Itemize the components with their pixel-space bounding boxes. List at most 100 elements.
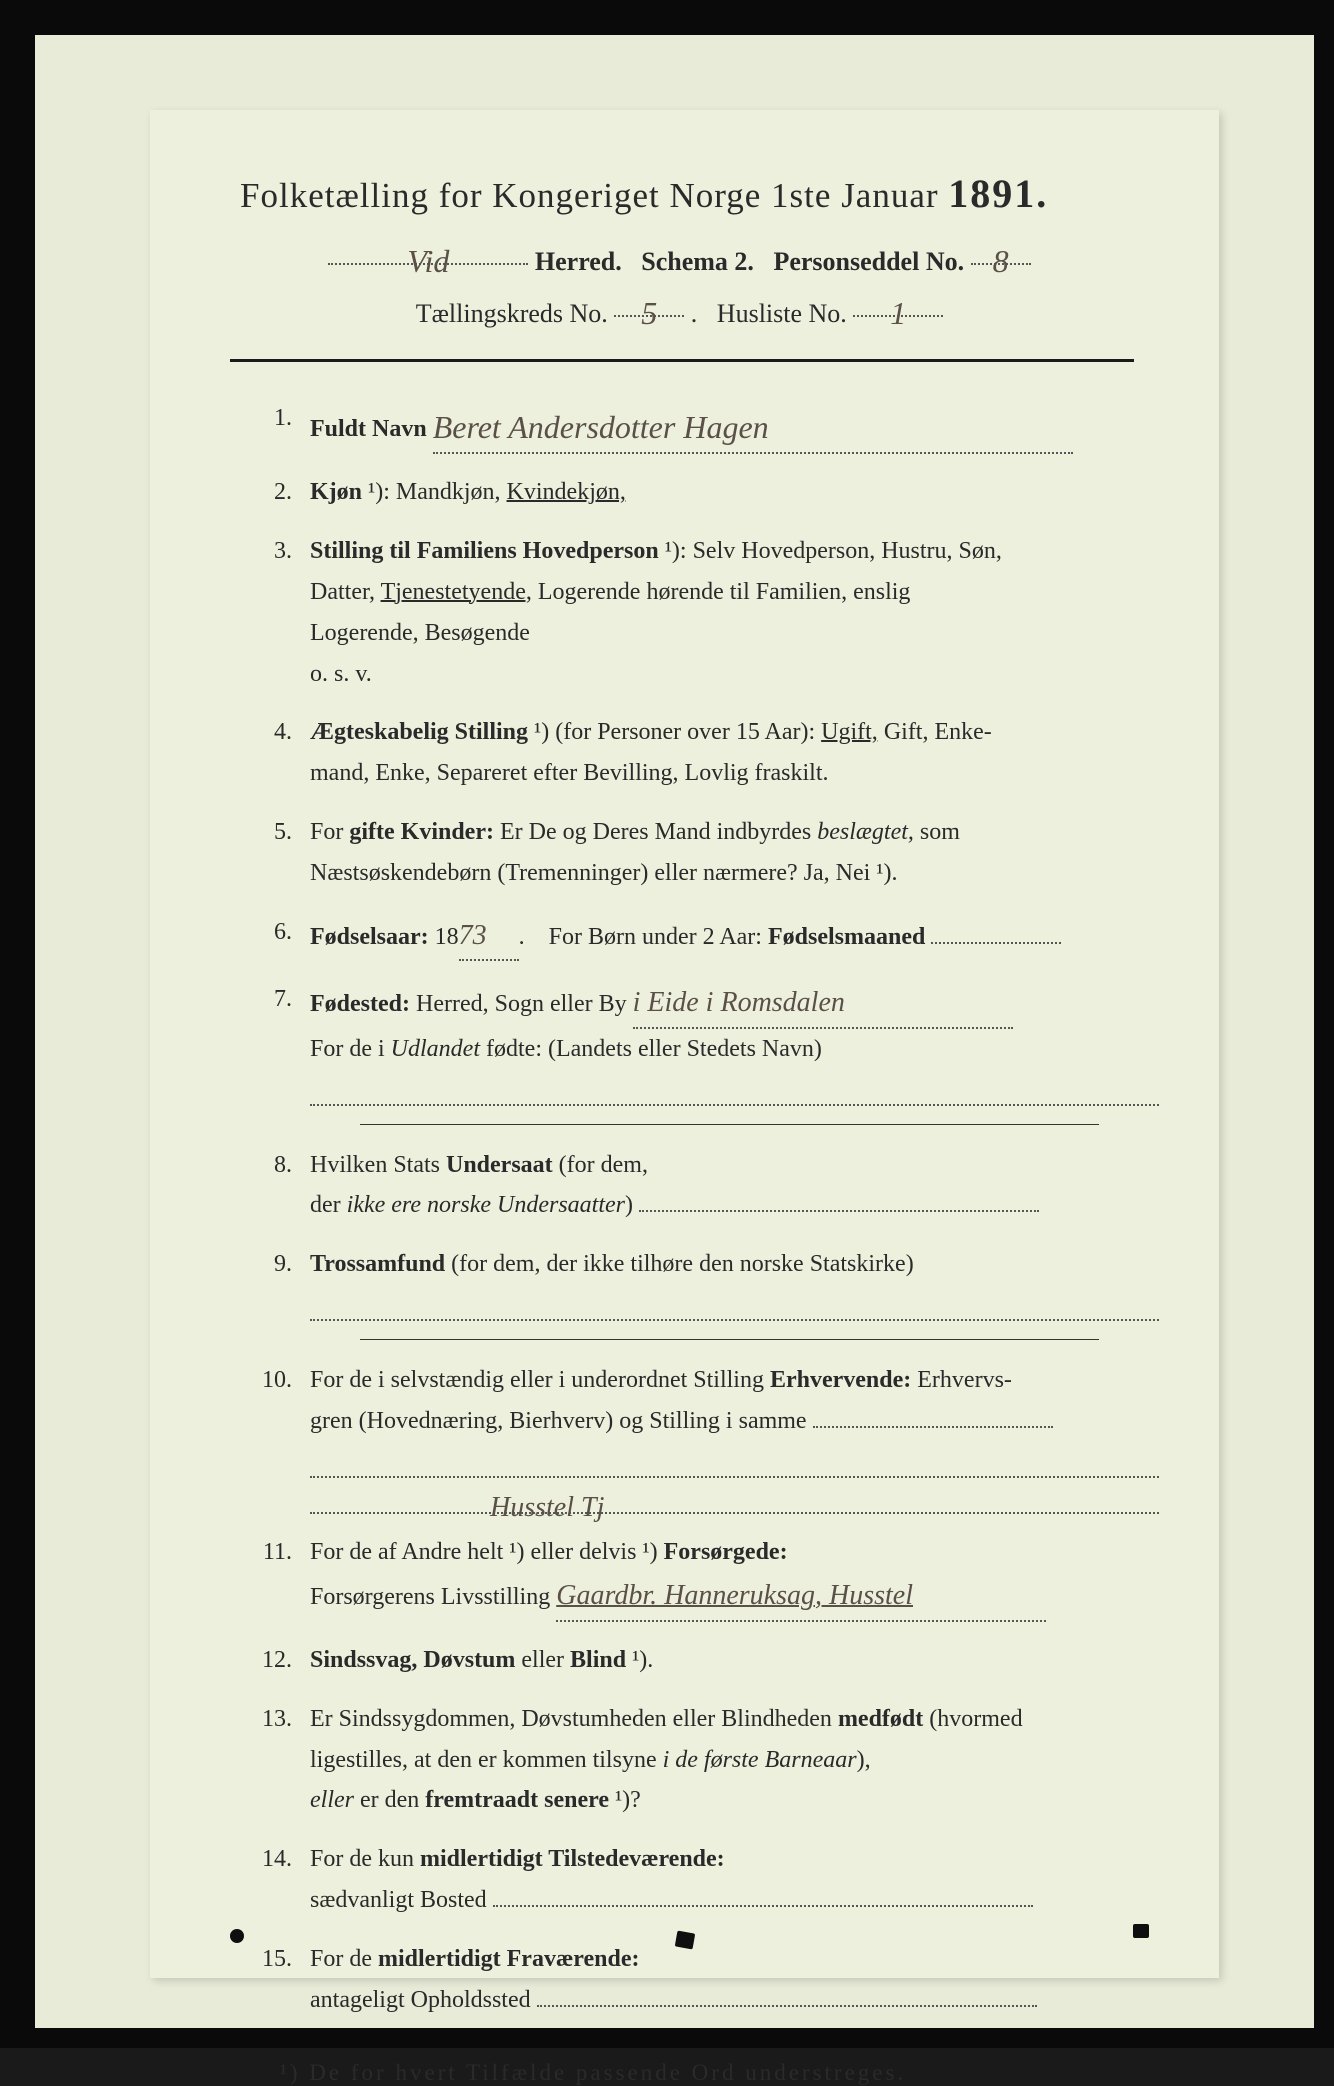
- q7-t2: For de i: [310, 1036, 391, 1062]
- title-text: Folketælling for Kongeriget Norge 1ste J…: [240, 176, 939, 215]
- q3-t4: o. s. v.: [310, 661, 372, 687]
- header-divider: [230, 359, 1134, 362]
- q5-t2: Er De og Deres Mand indbyrdes: [500, 819, 817, 845]
- q14-b1: midlertidigt Tilstedeværende:: [420, 1846, 725, 1872]
- punch-hole-center: [674, 1931, 695, 1950]
- form-title: Folketælling for Kongeriget Norge 1ste J…: [200, 170, 1159, 217]
- q14: 14. For de kun midlertidigt Tilstedevære…: [260, 1839, 1159, 1921]
- q4-num: 4.: [260, 712, 310, 794]
- q7: 7. Fødested: Herred, Sogn eller By i Eid…: [260, 979, 1159, 1105]
- q8: 8. Hvilken Stats Undersaat (for dem, der…: [260, 1145, 1159, 1227]
- q8-t3: der: [310, 1192, 347, 1218]
- q10-t2: Erhvervs-: [917, 1367, 1012, 1393]
- q5-num: 5.: [260, 812, 310, 894]
- q3-t1: Selv Hovedperson, Hustru, Søn,: [693, 538, 1002, 564]
- q13-t3: ligestilles, at den er kommen tilsyne: [310, 1747, 663, 1773]
- q2: 2. Kjøn ¹): Mandkjøn, Kvindekjøn,: [260, 472, 1159, 513]
- personseddel-label: Personseddel No.: [773, 247, 964, 276]
- q4-t3: mand, Enke, Separeret efter Bevilling, L…: [310, 760, 829, 786]
- q14-t1: For de kun: [310, 1846, 420, 1872]
- q13-t1: Er Sindssygdommen, Døvstumheden eller Bl…: [310, 1706, 838, 1732]
- q1-num: 1.: [260, 398, 310, 454]
- q11: 11. For de af Andre helt ¹) eller delvis…: [260, 1532, 1159, 1622]
- q6: 6. Fødselsaar: 1873. For Børn under 2 Aa…: [260, 912, 1159, 962]
- q3-t2b: Logerende hørende til Familien, enslig: [538, 579, 911, 605]
- q5-t3: som: [920, 819, 960, 845]
- q7-value: i Eide i Romsdalen: [633, 987, 845, 1018]
- personseddel-no: 8: [993, 243, 1009, 279]
- q10: 10. For de i selvstændig eller i underor…: [260, 1360, 1159, 1514]
- q14-num: 14.: [260, 1839, 310, 1921]
- census-form: Folketælling for Kongeriget Norge 1ste J…: [150, 110, 1219, 1978]
- q12: 12. Sindssvag, Døvstum eller Blind ¹).: [260, 1640, 1159, 1681]
- q13-t4: eller: [310, 1787, 354, 1813]
- q4-t2: Gift, Enke-: [884, 719, 992, 745]
- q10-b1: Erhvervende:: [770, 1367, 911, 1393]
- q6-num: 6.: [260, 912, 310, 962]
- q13: 13. Er Sindssygdommen, Døvstumheden elle…: [260, 1699, 1159, 1821]
- q13-b2: fremtraadt senere: [425, 1787, 609, 1813]
- q4-selected: Ugift,: [821, 719, 878, 745]
- q6-t2: For Børn under 2 Aar:: [549, 924, 768, 950]
- q6-year: 73: [459, 920, 487, 951]
- q9-b1: Trossamfund: [310, 1251, 445, 1277]
- q3-label: Stilling til Familiens Hovedperson: [310, 538, 659, 564]
- q10-value: Husstel Tj: [310, 1492, 604, 1523]
- q11-num: 11.: [260, 1532, 310, 1622]
- q1: 1. Fuldt Navn Beret Andersdotter Hagen: [260, 398, 1159, 454]
- q12-num: 12.: [260, 1640, 310, 1681]
- q5-t4: Næstsøskendebørn (Tremenninger) eller næ…: [310, 860, 897, 886]
- q6-label: Fødselsaar:: [310, 924, 429, 950]
- q3-t2a: Datter,: [310, 579, 381, 605]
- q13-i1: i de første Barneaar: [663, 1747, 857, 1773]
- q4: 4. Ægteskabelig Stilling ¹) (for Persone…: [260, 712, 1159, 794]
- q9: 9. Trossamfund (for dem, der ikke tilhør…: [260, 1244, 1159, 1321]
- punch-hole-right: [1133, 1924, 1149, 1938]
- punch-hole-left: [230, 1929, 244, 1943]
- q4-t1: (for Personer over 15 Aar):: [555, 719, 821, 745]
- q11-b1: Forsørgede:: [664, 1539, 788, 1565]
- q2-selected: Kvindekjøn,: [507, 479, 626, 505]
- q5-t1: For: [310, 819, 349, 845]
- q15-t1: For de: [310, 1946, 378, 1972]
- q13-b1: medfødt: [838, 1706, 923, 1732]
- q6-yp: 18: [435, 924, 459, 950]
- q9-num: 9.: [260, 1244, 310, 1321]
- husliste-no: 1: [890, 295, 906, 331]
- q13-t2: (hvormed: [929, 1706, 1022, 1732]
- q8-b1: Undersaat: [446, 1152, 553, 1178]
- section-divider-2: [360, 1339, 1099, 1340]
- q7-t3: fødte: (Landets eller Stedets Navn): [486, 1036, 822, 1062]
- q3-num: 3.: [260, 531, 310, 694]
- q3-selected: Tjenestetyende,: [381, 579, 532, 605]
- q10-num: 10.: [260, 1360, 310, 1514]
- taellingskreds-label: Tællingskreds No.: [416, 299, 608, 328]
- q10-t3: gren (Hovednæring, Bierhverv) og Stillin…: [310, 1408, 807, 1434]
- q7-label: Fødested:: [310, 991, 410, 1017]
- q15-num: 15.: [260, 1939, 310, 2021]
- q6-b2: Fødselsmaaned: [768, 924, 925, 950]
- herred-label: Herred.: [535, 247, 622, 276]
- q15-b1: midlertidigt Fraværende:: [378, 1946, 640, 1972]
- title-year: 1891.: [948, 171, 1048, 216]
- header-line-3: Tællingskreds No. 5 . Husliste No. 1: [200, 293, 1159, 329]
- taellingskreds-no: 5: [641, 295, 657, 331]
- q11-t1: For de af Andre helt ¹) eller delvis ¹): [310, 1539, 664, 1565]
- q1-label: Fuldt Navn: [310, 416, 427, 442]
- q13-t5: er den: [360, 1787, 425, 1813]
- q2-opts: Mandkjøn,: [396, 479, 507, 505]
- q10-t1: For de i selvstændig eller i underordnet…: [310, 1367, 770, 1393]
- q8-num: 8.: [260, 1145, 310, 1227]
- q9-t1: (for dem, der ikke tilhøre den norske St…: [451, 1251, 914, 1277]
- scan-page: Folketælling for Kongeriget Norge 1ste J…: [0, 0, 1334, 2048]
- q8-t2: (for dem,: [559, 1152, 648, 1178]
- q5-b1: gifte Kvinder:: [349, 819, 494, 845]
- q12-b2: Blind: [570, 1647, 626, 1673]
- q3-t3: Logerende, Besøgende: [310, 620, 530, 646]
- husliste-label: Husliste No.: [717, 299, 847, 328]
- q15: 15. For de midlertidigt Fraværende: anta…: [260, 1939, 1159, 2021]
- q1-value: Beret Andersdotter Hagen: [433, 409, 769, 445]
- q2-label: Kjøn: [310, 479, 362, 505]
- questions-list: 1. Fuldt Navn Beret Andersdotter Hagen 2…: [200, 398, 1159, 2020]
- q11-t2: Forsørgerens Livsstilling: [310, 1584, 550, 1610]
